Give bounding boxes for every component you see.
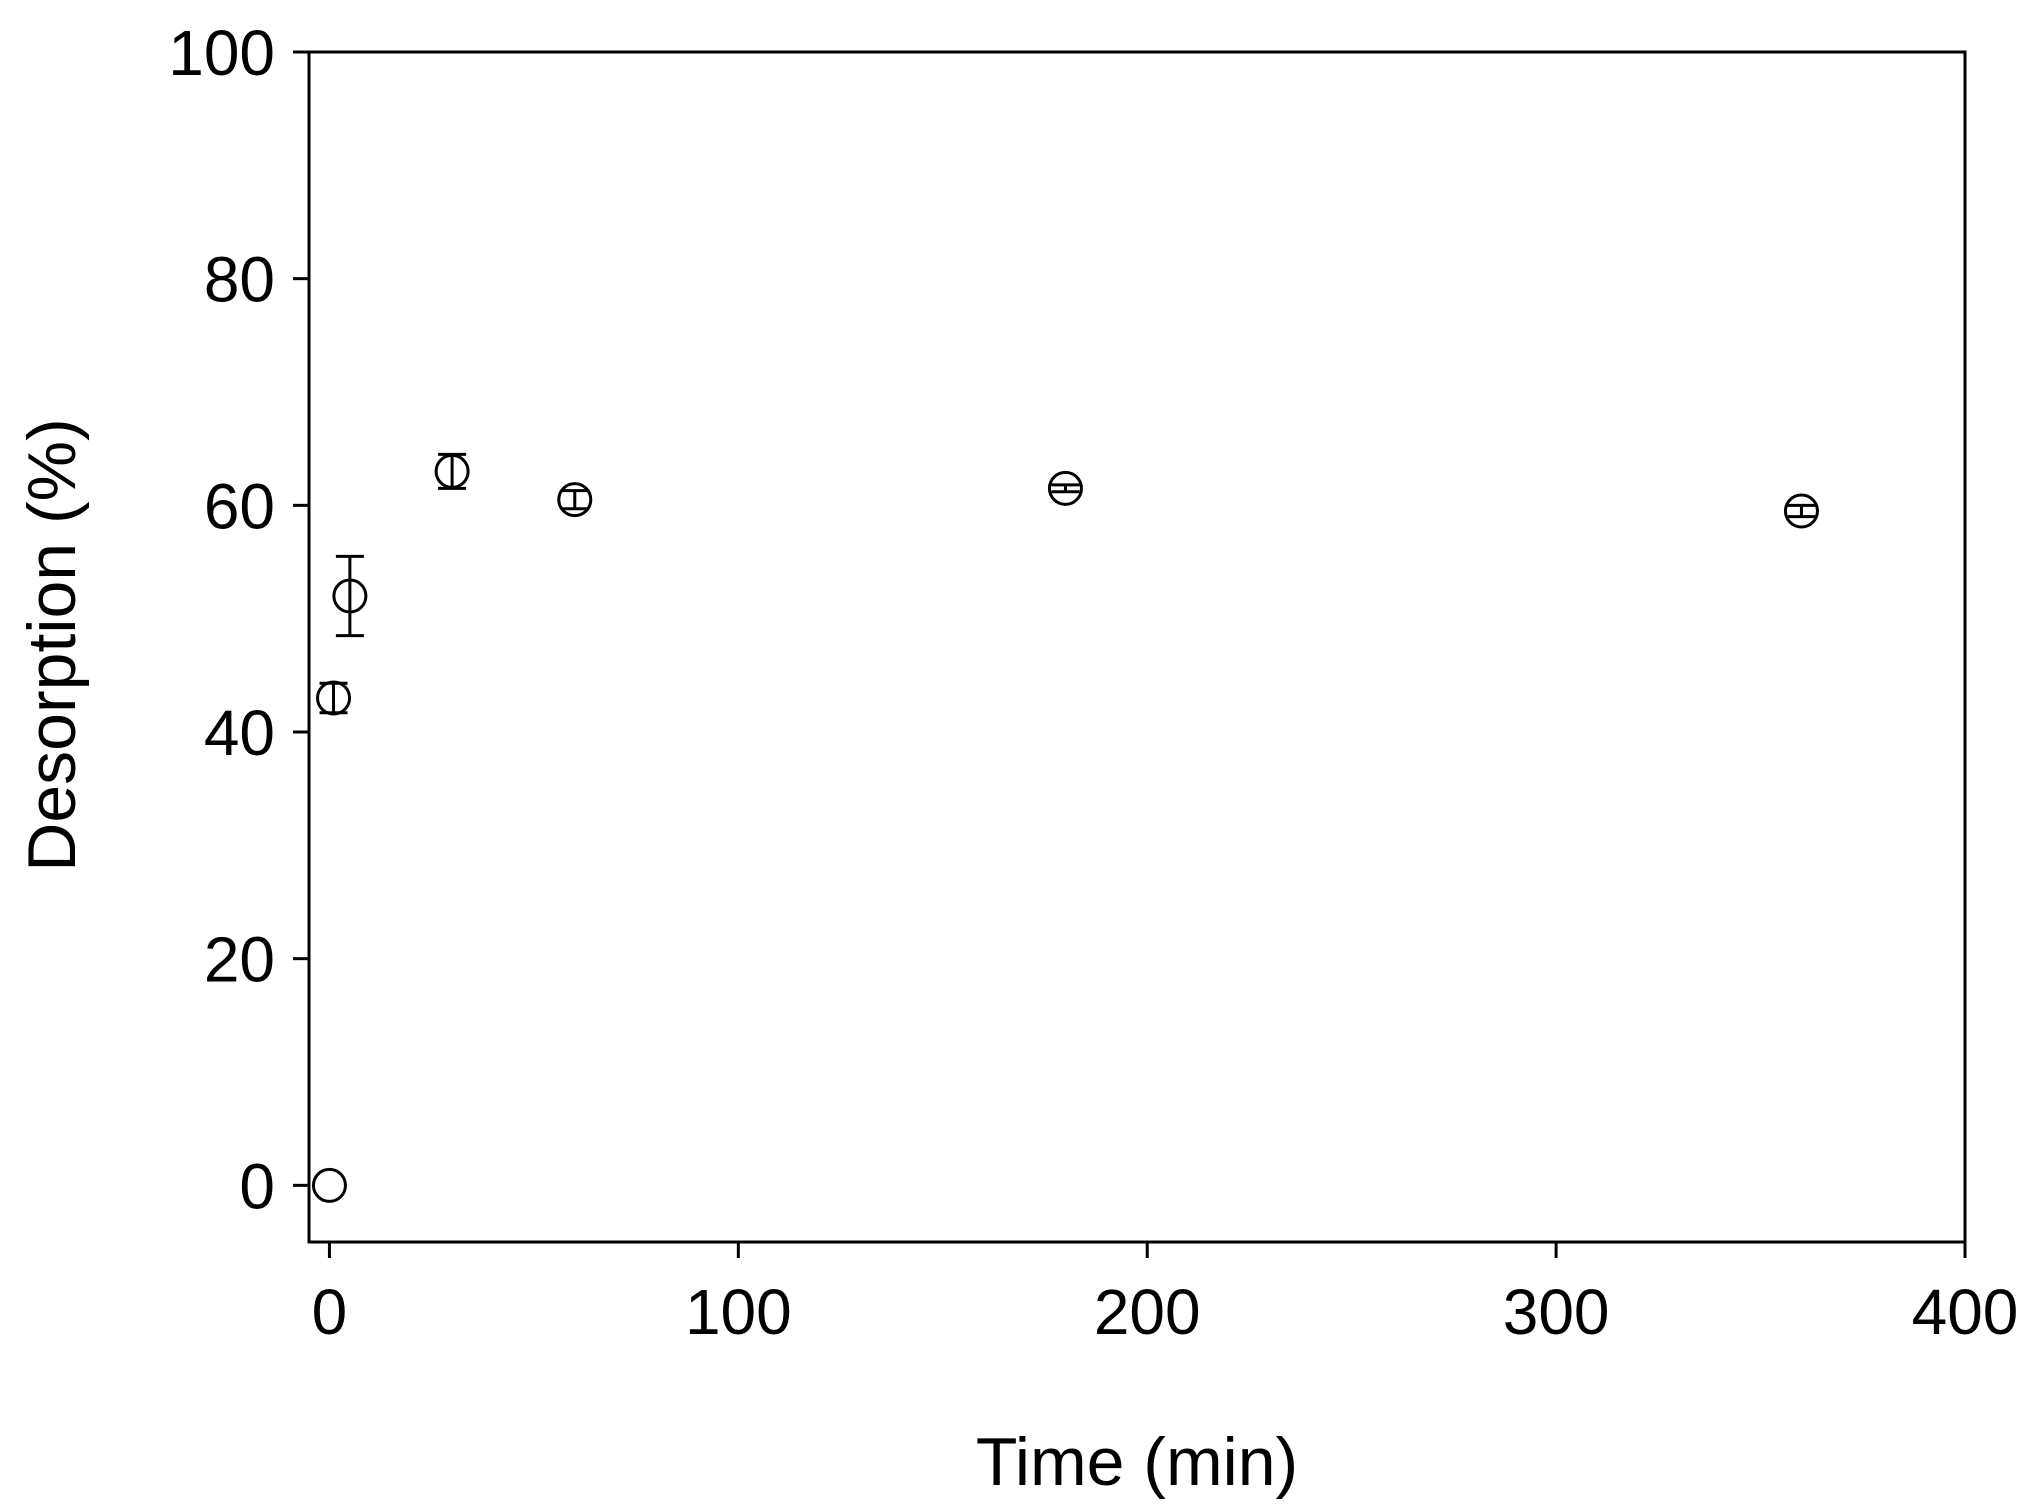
- x-axis-label: Time (min): [976, 1424, 1298, 1500]
- data-points: [311, 452, 1819, 1203]
- y-tick-label: 40: [204, 697, 275, 769]
- x-tick-label: 100: [685, 1276, 792, 1348]
- data-point-marker: [311, 1167, 347, 1203]
- y-tick-label: 0: [239, 1150, 275, 1222]
- data-point-marker: [557, 482, 593, 518]
- data-point-marker: [1783, 493, 1819, 529]
- x-tick-label: 200: [1094, 1276, 1201, 1348]
- data-point-marker: [316, 680, 352, 716]
- data-point-marker: [1047, 470, 1083, 506]
- data-point-marker: [434, 453, 470, 489]
- y-axis-ticks: 0 20 40 60 80 100: [168, 17, 309, 1222]
- y-tick-label: 80: [204, 244, 275, 316]
- y-tick-label: 20: [204, 924, 275, 996]
- y-tick-label: 100: [168, 17, 275, 89]
- y-axis-label: Desorption (%): [14, 418, 90, 872]
- x-tick-label: 300: [1503, 1276, 1610, 1348]
- x-axis-ticks: 0 100 200 300 400: [312, 1242, 2019, 1348]
- data-point-marker: [332, 578, 368, 614]
- plot-area-frame: [307, 50, 1967, 1244]
- x-tick-label: 0: [312, 1276, 348, 1348]
- x-tick-label: 400: [1912, 1276, 2019, 1348]
- y-tick-label: 60: [204, 470, 275, 542]
